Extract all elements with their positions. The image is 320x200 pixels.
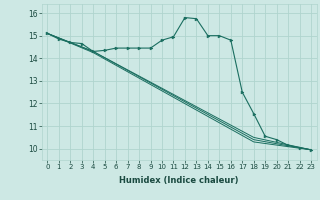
X-axis label: Humidex (Indice chaleur): Humidex (Indice chaleur) xyxy=(119,176,239,185)
